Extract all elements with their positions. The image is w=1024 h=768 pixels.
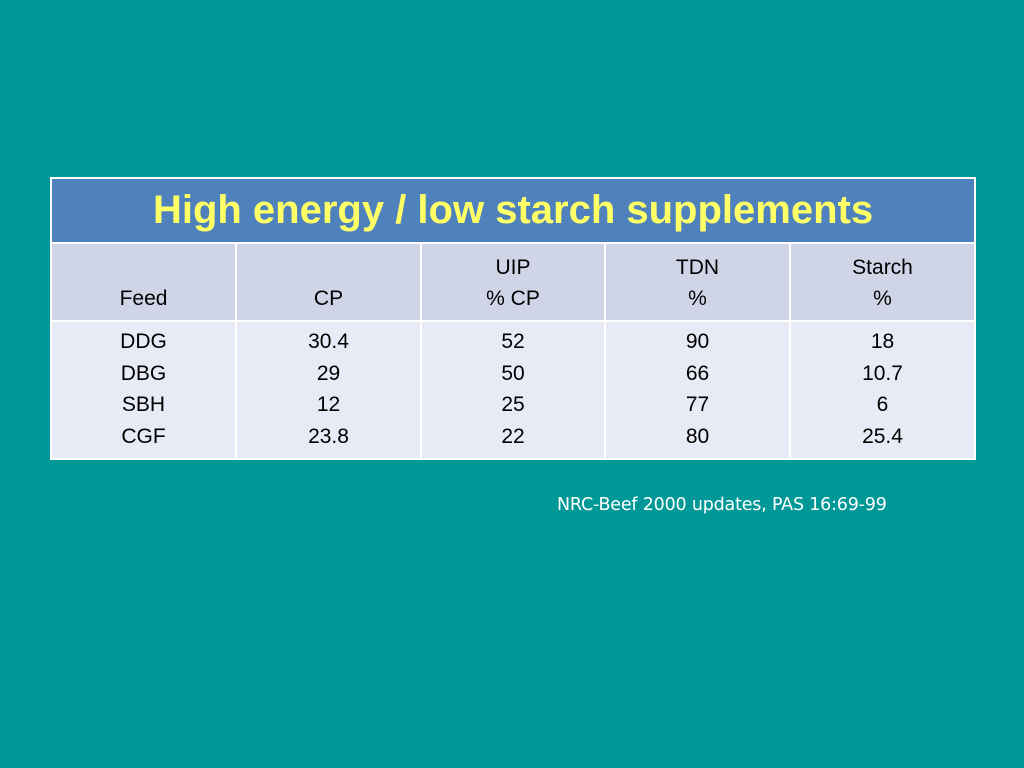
header-cp: CP [235,242,422,322]
uip-cell: 50 [501,361,525,385]
cp-cell: 12 [316,393,341,416]
starch-cell: 6 [876,393,889,416]
header-feed: Feed [50,242,237,322]
uip-cell: 25 [501,393,525,416]
header-unit: % [873,287,892,310]
tdn-cell: 77 [685,393,710,416]
starch-cell: 18 [870,330,895,353]
supplements-table: High energy / low starch supplements Fee… [49,177,977,460]
cp-cell: 30.4 [308,330,349,353]
table-title: High energy / low starch supplements [49,177,977,244]
header-row: Feed CP UIP % CP TDN % Starch % [50,242,977,322]
header-starch: Starch % [788,242,977,322]
header-line: TDN [675,256,720,279]
cp-column: 30.4 29 12 23.8 [235,320,422,460]
header-tdn: TDN % [604,242,791,322]
uip-cell: 52 [501,330,525,353]
feed-column: DDG DBG SBH CGF [50,320,237,460]
header-line: UIP [495,256,531,279]
starch-cell: 25.4 [862,424,903,448]
feed-cell: CGF [121,424,166,448]
header-line: Feed [119,287,168,310]
citation-text: NRC-Beef 2000 updates, PAS 16:69-99 [557,495,887,515]
feed-cell: DBG [120,361,167,385]
uip-column: 52 50 25 22 [420,320,606,460]
uip-cell: 22 [501,424,525,448]
tdn-cell: 90 [685,330,710,353]
title-row: High energy / low starch supplements [49,177,977,244]
cp-cell: 29 [316,361,341,385]
tdn-column: 90 66 77 80 [604,320,791,460]
tdn-cell: 66 [685,361,710,385]
starch-cell: 10.7 [862,361,903,385]
header-uip: UIP % CP [420,242,606,322]
data-row: DDG DBG SBH CGF 30.4 29 12 23.8 52 50 25… [50,320,977,460]
feed-cell: SBH [121,393,166,416]
header-line: CP [313,287,344,310]
header-line: Starch [852,256,913,279]
header-unit: % CP [486,287,540,310]
feed-cell: DDG [120,330,167,353]
cp-cell: 23.8 [308,424,349,448]
tdn-cell: 80 [685,424,710,448]
starch-column: 18 10.7 6 25.4 [788,320,977,460]
header-unit: % [688,287,707,310]
